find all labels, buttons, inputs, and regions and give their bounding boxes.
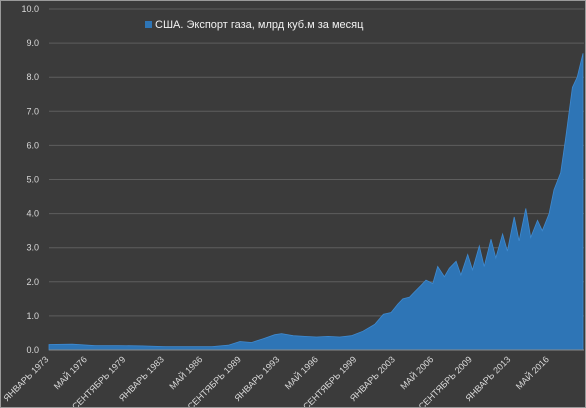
y-axis-tick-labels: 0.0 1.0 2.0 3.0 4.0 5.0 6.0 7.0 8.0 9.0 10.0 bbox=[21, 4, 39, 355]
y-tick-label: 7.0 bbox=[26, 106, 39, 116]
legend-swatch bbox=[145, 21, 152, 28]
y-tick-label: 2.0 bbox=[26, 277, 39, 287]
y-tick-label: 0.0 bbox=[26, 345, 39, 355]
gridlines bbox=[49, 8, 584, 317]
y-tick-label: 6.0 bbox=[26, 140, 39, 150]
plot-area bbox=[48, 53, 584, 351]
y-tick-label: 5.0 bbox=[26, 175, 39, 185]
x-tick-label: МАЙ 2016 bbox=[513, 354, 551, 392]
x-tick-label: ЯНВАРЬ 1973 bbox=[2, 354, 51, 403]
x-tick-label: МАЙ 1976 bbox=[51, 354, 89, 392]
x-tick-label: МАЙ 1996 bbox=[282, 354, 320, 392]
y-tick-label: 4.0 bbox=[26, 209, 39, 219]
legend: США. Экспорт газа, млрд куб.м за месяц bbox=[145, 19, 364, 31]
y-tick-label: 1.0 bbox=[26, 311, 39, 321]
x-tick-label: МАЙ 1986 bbox=[167, 354, 205, 392]
y-tick-label: 9.0 bbox=[26, 38, 39, 48]
legend-label: США. Экспорт газа, млрд куб.м за месяц bbox=[155, 19, 364, 31]
y-tick-label: 3.0 bbox=[26, 243, 39, 253]
y-tick-label: 8.0 bbox=[26, 72, 39, 82]
y-tick-label: 10.0 bbox=[21, 4, 39, 14]
x-tick-label: МАЙ 2006 bbox=[398, 354, 436, 392]
series-area bbox=[48, 53, 584, 351]
